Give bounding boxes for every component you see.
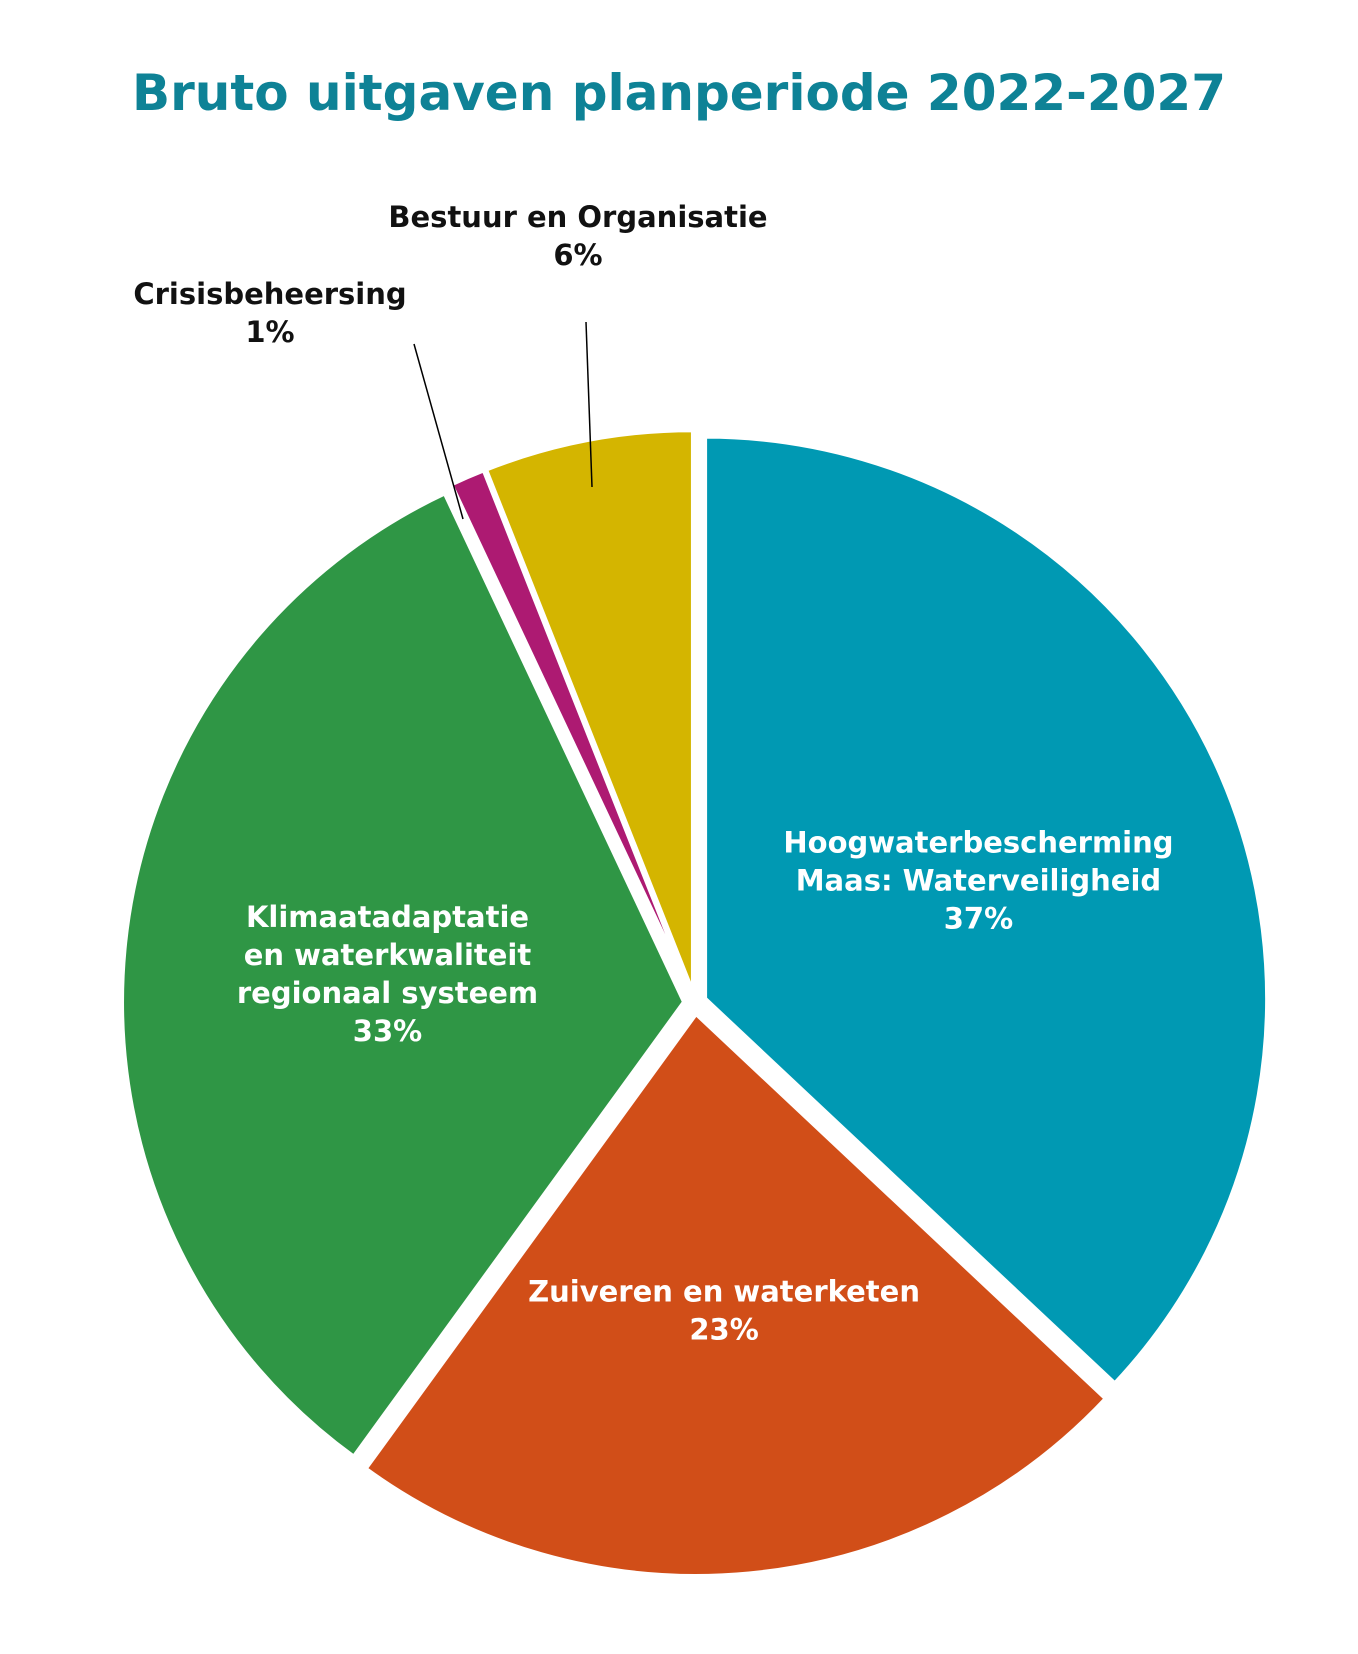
slice-label-klimaatadaptatie: Klimaatadaptatie en waterkwaliteit regiona…: [237, 900, 538, 1048]
pie-slice-crisisbeheersing: [448, 467, 693, 994]
leader-lines: [413, 321, 593, 520]
slice-value-label: 23%: [689, 1312, 758, 1346]
pie-slice-bestuur-en-organisatie: [483, 428, 695, 993]
slice-name-label: regionaal systeem: [237, 976, 538, 1010]
pie-slice-zuiveren-en-waterketen: [362, 1010, 1109, 1578]
slice-name-label: Maas: Waterveiligheid: [796, 863, 1161, 897]
slice-value-label: 6%: [553, 238, 602, 272]
slice-value-label: 33%: [353, 1014, 422, 1048]
pie-slices: [120, 428, 1270, 1578]
slice-label-hoogwaterbescherming: Hoogwaterbescherming Maas: Waterveilighei…: [783, 825, 1173, 935]
leader-line-bestuur-en-organisatie: [585, 321, 593, 488]
pie-slice-hoogwaterbescherming: [703, 434, 1270, 1387]
slice-name-label: Hoogwaterbescherming: [783, 825, 1173, 859]
slice-name-label: Zuiveren en waterketen: [528, 1274, 920, 1308]
slice-name-label: Crisisbeheersing: [133, 277, 406, 311]
slice-name-label: Bestuur en Organisatie: [388, 200, 767, 234]
chart-title: Bruto uitgaven planperiode 2022-2027: [132, 64, 1226, 122]
pie-slice-klimaatadaptatie: [120, 490, 687, 1460]
slice-name-label: en waterkwaliteit: [244, 938, 532, 972]
slice-name-label: Klimaatadaptatie: [246, 900, 529, 934]
slice-label-crisisbeheersing: Crisisbeheersing 1%: [133, 277, 406, 349]
slice-label-bestuur-en-organisatie: Bestuur en Organisatie 6%: [388, 200, 767, 272]
slice-labels: Hoogwaterbescherming Maas: Waterveilighei…: [133, 200, 1173, 1346]
slice-label-zuiveren-en-waterketen: Zuiveren en waterketen 23%: [528, 1274, 920, 1346]
leader-line-crisisbeheersing: [413, 343, 464, 520]
slice-value-label: 1%: [245, 315, 294, 349]
slice-value-label: 37%: [944, 901, 1013, 935]
